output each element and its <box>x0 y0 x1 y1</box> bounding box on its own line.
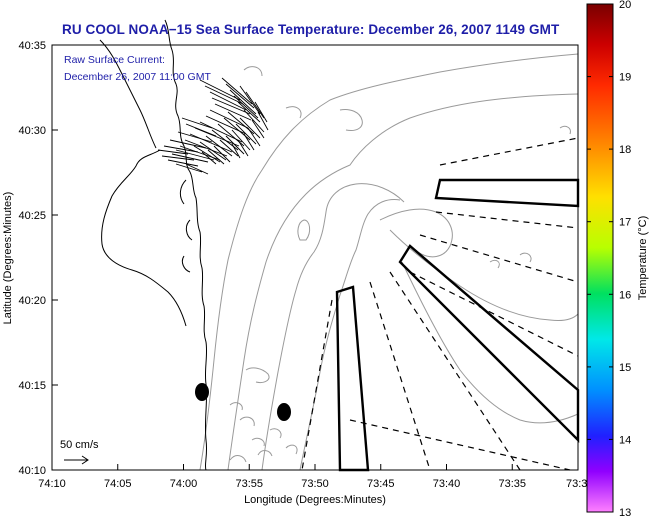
y-axis-label: Latitude (Degrees:Minutes) <box>2 192 14 325</box>
y-tick-label: 40:20 <box>18 295 46 307</box>
y-tick-label: 40:15 <box>18 380 46 392</box>
buoy-marker <box>277 403 291 421</box>
colorbar-tick-label: 14 <box>619 434 631 446</box>
surface-current-vectors <box>157 77 269 175</box>
y-tick-label: 40:25 <box>18 210 46 222</box>
y-tick-label: 40:10 <box>18 465 46 477</box>
x-axis-label: Longitude (Degrees:Minutes) <box>244 494 386 506</box>
scale-arrow-icon <box>64 455 89 465</box>
colorbar-tick-label: 18 <box>619 144 631 156</box>
colorbar-ticks <box>587 3 613 513</box>
colorbar-tick-label: 17 <box>619 217 631 229</box>
current-label-line2: December 26, 2007 11:00 GMT <box>64 71 211 83</box>
y-tick-label: 40:30 <box>18 125 46 137</box>
region-polygons <box>335 178 580 472</box>
map-title: RU COOL NOAA−15 Sea Surface Temperature:… <box>62 22 560 37</box>
plot-frame <box>51 44 579 471</box>
bathymetry-contours <box>199 53 579 471</box>
colorbar-tick-label: 20 <box>619 0 631 11</box>
survey-lines <box>301 137 579 471</box>
x-tick-label: 73:45 <box>367 478 395 490</box>
current-label-line1: Raw Surface Current: <box>64 54 165 66</box>
x-tick-label: 73:40 <box>433 478 461 490</box>
axis-ticks <box>51 44 513 470</box>
x-tick-label: 74:10 <box>38 478 66 490</box>
buoy-marker <box>195 383 209 401</box>
colorbar-tick-label: 15 <box>619 362 631 374</box>
colorbar-tick-label: 16 <box>619 289 631 301</box>
current-scale-label: 50 cm/s <box>60 439 99 451</box>
x-tick-label: 73:35 <box>498 478 526 490</box>
x-tick-label: 74:05 <box>104 478 132 490</box>
colorbar-tick-label: 13 <box>619 507 631 518</box>
colorbar <box>586 3 614 513</box>
coastline <box>99 19 208 471</box>
colorbar-label: Temperature (°C) <box>637 216 649 300</box>
y-tick-label: 40:35 <box>18 40 46 52</box>
colorbar-tick-label: 19 <box>619 72 631 84</box>
x-tick-label: 73:3 <box>566 478 587 490</box>
x-tick-label: 74:00 <box>170 478 198 490</box>
x-tick-label: 73:50 <box>301 478 329 490</box>
x-tick-label: 73:55 <box>235 478 263 490</box>
